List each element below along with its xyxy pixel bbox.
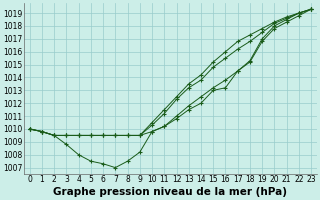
- X-axis label: Graphe pression niveau de la mer (hPa): Graphe pression niveau de la mer (hPa): [53, 187, 287, 197]
